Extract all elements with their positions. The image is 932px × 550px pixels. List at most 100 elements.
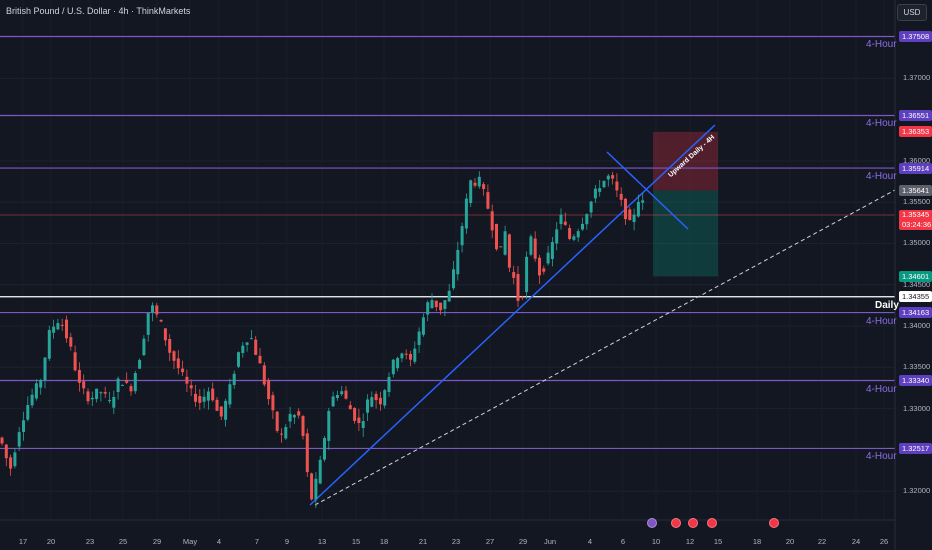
candle-down bbox=[262, 365, 266, 385]
time-tick-label: 4 bbox=[216, 537, 222, 546]
level-label-4h: 4-Hour bbox=[866, 118, 897, 130]
downward-trendline bbox=[606, 151, 689, 230]
candle-up bbox=[151, 305, 154, 313]
candle-up bbox=[529, 236, 533, 255]
candle-down bbox=[0, 437, 4, 444]
upward-trendline bbox=[309, 124, 716, 506]
time-tick-label: 21 bbox=[418, 537, 428, 546]
level-price-tag: 1.33340 bbox=[899, 375, 932, 386]
candle-down bbox=[305, 433, 309, 473]
candle-down bbox=[473, 182, 477, 186]
candle-down bbox=[512, 272, 516, 278]
candle-up bbox=[318, 459, 322, 484]
chart-grid bbox=[0, 77, 895, 492]
candle-up bbox=[477, 176, 481, 187]
candle-up bbox=[391, 359, 395, 375]
candle-up bbox=[335, 394, 339, 398]
candle-down bbox=[258, 355, 262, 364]
candle-up bbox=[39, 380, 43, 388]
time-tick-label: 12 bbox=[685, 537, 695, 546]
time-tick-label: 15 bbox=[713, 537, 723, 546]
price-tick-label: 1.33500 bbox=[903, 362, 931, 372]
calendar-event-icon[interactable] bbox=[707, 518, 717, 528]
candle-down bbox=[439, 302, 443, 311]
level-label-4h: 4-Hour bbox=[866, 171, 897, 183]
candle-up bbox=[112, 397, 116, 408]
time-tick-label: 7 bbox=[254, 537, 260, 546]
time-tick-label: 17 bbox=[18, 537, 28, 546]
candle-up bbox=[421, 317, 425, 335]
candle-up bbox=[581, 223, 584, 230]
candle-down bbox=[615, 181, 619, 191]
candle-up bbox=[460, 226, 464, 246]
candle-up bbox=[146, 313, 150, 335]
candle-up bbox=[525, 256, 529, 293]
candle-up bbox=[108, 400, 111, 402]
candle-down bbox=[490, 211, 494, 231]
candle-up bbox=[228, 384, 232, 405]
candle-up bbox=[327, 410, 331, 441]
candle-up bbox=[426, 302, 430, 315]
candle-down bbox=[378, 397, 382, 405]
candle-up bbox=[17, 432, 21, 447]
candle-down bbox=[507, 234, 511, 268]
candle-up bbox=[99, 392, 103, 394]
time-tick-label: 15 bbox=[351, 537, 361, 546]
level-label-4h: 4-Hour bbox=[866, 315, 897, 327]
candle-up bbox=[26, 405, 30, 420]
candle-down bbox=[155, 305, 159, 315]
time-tick-label: 10 bbox=[651, 537, 661, 546]
candle-down bbox=[73, 352, 77, 371]
calendar-event-icon[interactable] bbox=[769, 518, 779, 528]
calendar-event-icon[interactable] bbox=[671, 518, 681, 528]
candle-down bbox=[129, 386, 133, 392]
candle-down bbox=[254, 339, 258, 355]
candle-up bbox=[602, 180, 606, 188]
time-tick-label: Jun bbox=[543, 537, 557, 546]
level-label-4h: 4-Hour bbox=[866, 383, 897, 395]
last-price-tag: 1.35345 03:24:36 bbox=[899, 209, 932, 230]
price-tick-label: 1.34500 bbox=[903, 279, 931, 289]
candle-down bbox=[168, 338, 172, 353]
candle-down bbox=[194, 393, 197, 402]
candle-up bbox=[576, 231, 580, 238]
candle-up bbox=[202, 396, 206, 402]
candle-up bbox=[503, 231, 507, 255]
candle-up bbox=[572, 236, 576, 240]
candle-up bbox=[447, 290, 451, 302]
candle-up bbox=[284, 427, 288, 439]
calendar-event-icon[interactable] bbox=[647, 518, 657, 528]
candle-up bbox=[585, 214, 589, 225]
horizontal-levels bbox=[0, 35, 895, 450]
candle-up bbox=[641, 200, 645, 203]
candle-down bbox=[533, 238, 537, 259]
candle-up bbox=[22, 420, 25, 432]
candle-up bbox=[417, 331, 421, 345]
level-price-tag: 1.35914 bbox=[899, 162, 932, 174]
level-price-tag: 1.32517 bbox=[899, 442, 932, 454]
candle-up bbox=[323, 438, 326, 460]
candle-up bbox=[249, 338, 253, 340]
candle-up bbox=[593, 188, 597, 199]
candle-down bbox=[82, 381, 86, 389]
candle-down bbox=[482, 184, 486, 190]
candle-down bbox=[434, 300, 438, 308]
symbol-title[interactable]: British Pound / U.S. Dollar · 4h · Think… bbox=[6, 6, 191, 16]
candle-up bbox=[43, 357, 47, 380]
time-tick-label: 18 bbox=[379, 537, 389, 546]
candle-up bbox=[288, 414, 292, 422]
time-tick-label: 29 bbox=[152, 537, 162, 546]
position-zones bbox=[653, 131, 718, 277]
time-tick-label: 22 bbox=[817, 537, 827, 546]
candle-up bbox=[133, 373, 137, 392]
candle-up bbox=[241, 345, 245, 354]
candle-down bbox=[280, 433, 283, 435]
candle-down bbox=[4, 444, 8, 459]
calendar-event-icon[interactable] bbox=[688, 518, 698, 528]
price-tick-label: 1.33000 bbox=[903, 403, 931, 413]
time-tick-label: 20 bbox=[46, 537, 56, 546]
candle-down bbox=[275, 411, 279, 431]
currency-button[interactable]: USD bbox=[897, 4, 927, 21]
level-price-tag: 1.37508 bbox=[899, 30, 932, 42]
